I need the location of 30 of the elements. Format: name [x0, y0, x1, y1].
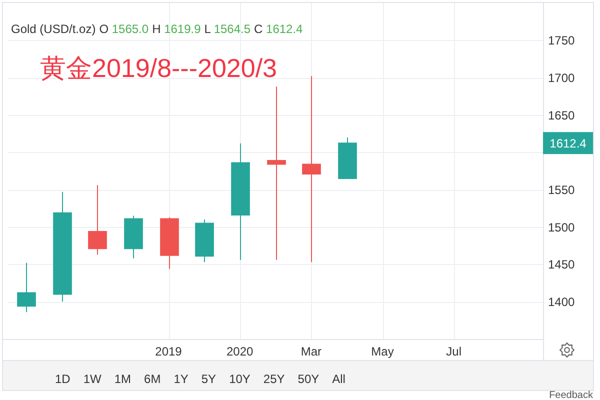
- x-tick-label: 2019: [155, 344, 182, 358]
- y-tick-label: 1650: [548, 108, 576, 122]
- x-tick-label: Jul: [446, 344, 462, 358]
- annotation: H 1619.9: [152, 22, 202, 36]
- text: 10Y: [229, 372, 250, 386]
- y-tick-label: 1500: [548, 220, 576, 234]
- text: 6M: [144, 372, 161, 386]
- price-tag: 1612.4: [543, 132, 593, 154]
- text: 25Y: [263, 372, 285, 386]
- text: Gold (USD/t.oz): [11, 22, 96, 36]
- y-tick-label: 1450: [548, 258, 576, 272]
- text: 1W: [83, 372, 102, 386]
- annotation: O 1565.0: [99, 22, 149, 36]
- annotation: L 1564.5: [204, 22, 251, 36]
- x-tick-label: 2020: [226, 344, 254, 358]
- text: All: [332, 372, 346, 386]
- text: 1M: [114, 372, 132, 386]
- text: 1D: [55, 372, 71, 386]
- x-tick-label: Mar: [300, 344, 322, 358]
- y-tick-label: 1550: [548, 182, 576, 197]
- y-tick-label: 1700: [548, 70, 576, 85]
- y-tick-label: 1400: [548, 294, 576, 309]
- text: 黄金2019/8---2020/3: [40, 53, 278, 83]
- annotation: C 1612.4: [254, 22, 304, 36]
- x-tick-label: May: [371, 344, 394, 358]
- text: Feedback: [549, 390, 594, 400]
- text: 50Y: [298, 372, 320, 386]
- text: 5Y: [201, 372, 216, 386]
- text: 1Y: [174, 372, 188, 386]
- y-tick-label: 1750: [548, 34, 576, 48]
